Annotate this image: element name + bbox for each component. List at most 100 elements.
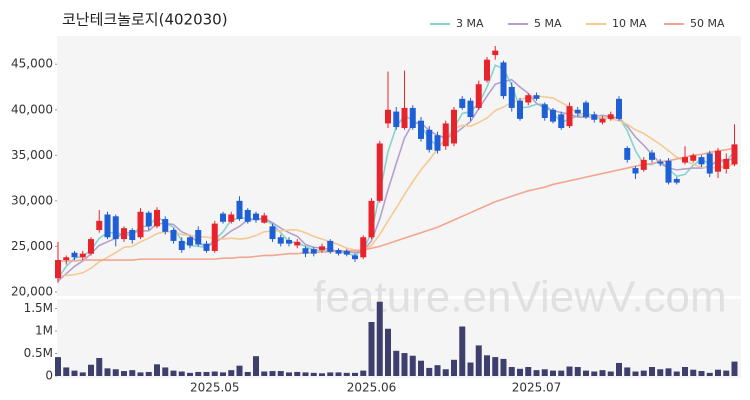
volume-bar [467,362,474,376]
volume-bar [360,370,367,376]
volume-bar [203,371,210,376]
candle-body [541,104,548,118]
volume-bar [63,367,70,376]
volume-bar [558,370,565,376]
candle-body [112,216,119,240]
candle-body [162,219,169,232]
volume-bar [690,369,697,376]
candle-body [170,229,177,241]
candle-body [607,114,614,119]
volume-tick-label: 1M [35,324,53,338]
volume-bar [525,367,532,376]
candle-body [236,200,243,220]
volume-tick-label: 0 [45,369,53,383]
candle-body [706,153,713,174]
volume-bar [665,368,672,376]
candle-body [657,161,664,164]
volume-bar [715,369,721,376]
volume-bar [162,367,169,376]
volume-bar [607,371,614,376]
candle-body [401,107,408,128]
candle-body [71,252,78,258]
volume-bar [170,370,177,376]
candle-body [294,241,301,246]
candle-body [426,129,433,150]
volume-bar [352,372,358,376]
ma-line [58,147,735,262]
volume-bar [500,358,507,376]
volume-bar [220,372,226,376]
volume-bar [442,369,449,376]
candle-body [616,98,622,119]
volume-bar [632,371,639,376]
volume-bar [96,358,103,376]
volume-bar [178,371,185,376]
candle-body [442,123,449,147]
candle-body [649,152,655,160]
candle-body [121,228,127,240]
volume-bar [434,365,441,376]
volume-bar [112,369,119,376]
volume-bar [731,361,738,376]
candle-body [451,109,457,144]
y-tick-label: 30,000 [11,193,53,207]
volume-bar [698,371,705,376]
candle-body [418,120,424,139]
candle-body [459,98,466,108]
volume-bar [228,370,235,376]
volume-bar [385,328,391,376]
candle-body [63,257,70,261]
candle-body [195,229,202,245]
candle-body [211,223,218,251]
volume-bar [154,364,160,376]
candle-body [376,143,383,201]
volume-bar [277,371,284,376]
candle-body [624,148,631,160]
candle-body [566,106,573,127]
candle-body [220,213,226,222]
candle-body [409,107,416,128]
y-tick-label: 35,000 [11,148,53,162]
volume-bar [368,322,375,376]
volume-bar [269,371,276,376]
candle-body [277,237,284,244]
volume-bar [673,371,680,376]
candle-body [302,248,309,254]
volume-bar [145,371,152,376]
candle-body [261,215,268,223]
volume-bar [88,364,94,376]
volume-bar [302,372,309,376]
candle-body [698,157,705,165]
candle-body [385,109,391,124]
volume-bar [261,371,268,376]
volume-bar [319,373,325,376]
y-tick-label: 40,000 [11,102,53,116]
legend-label: 50 MA [690,17,725,30]
candle-body [715,150,721,172]
legend-label: 3 MA [456,17,484,30]
candle-body [591,114,598,120]
candle-body [310,249,317,254]
candle-body [137,211,144,238]
volume-bar [550,370,556,376]
candle-body [244,209,251,222]
candle-body [352,255,358,260]
candle-body [187,237,193,246]
candle-body [203,243,210,251]
volume-bar [393,350,400,376]
x-tick-label: 2025.05 [190,381,240,395]
volume-bar [475,345,482,376]
candle-body [55,260,61,279]
volume-bar [508,367,515,376]
volume-bar [418,360,424,376]
candle-body [145,212,152,227]
candle-body [335,250,342,254]
volume-bar [376,301,383,376]
candle-body [343,250,350,255]
candle-body [599,118,606,123]
volume-bar [294,371,301,376]
volume-bar [574,367,581,376]
candle-body [327,240,334,252]
x-tick-label: 2025.07 [512,381,562,395]
